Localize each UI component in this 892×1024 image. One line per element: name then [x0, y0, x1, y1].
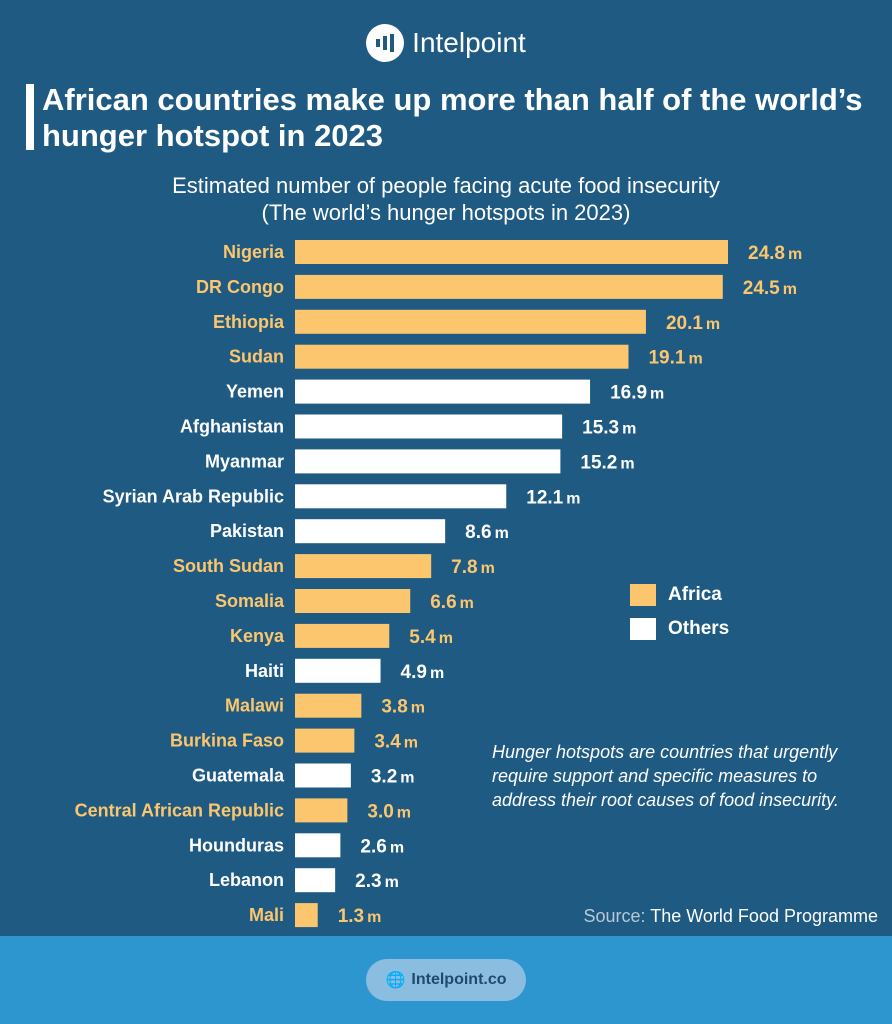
- bar-chart: Nigeria 24.8 m DR Congo 24.5 m Ethiopia 20.1 m Su…: [75, 240, 802, 928]
- bar: [295, 554, 432, 579]
- category-label: Burkina Faso: [170, 731, 284, 751]
- bar: [295, 868, 336, 893]
- bar: [295, 798, 348, 823]
- value-label: 2.6 m: [360, 836, 404, 857]
- bar: [295, 379, 591, 404]
- legend: Africa Others: [630, 584, 729, 652]
- category-label: Myanmar: [205, 451, 284, 471]
- bar: [295, 693, 362, 718]
- value-label: 7.8 m: [451, 557, 495, 578]
- headline: African countries make up more than half…: [42, 82, 863, 153]
- category-label: Somalia: [215, 591, 285, 611]
- globe-icon: 🌐: [385, 972, 406, 989]
- logo-icon: [366, 24, 405, 62]
- value-label: 6.6 m: [430, 592, 474, 613]
- value-label: 15.2 m: [580, 452, 634, 473]
- bar: [295, 519, 446, 544]
- category-label: Guatemala: [192, 766, 285, 786]
- bar: [295, 344, 629, 369]
- value-label: 12.1 m: [526, 487, 580, 508]
- bar: [295, 903, 318, 928]
- chart-subtitle: (The world’s hunger hotspots in 2023): [261, 200, 631, 225]
- chart-title-block: Estimated number of people facing acute …: [0, 172, 892, 226]
- value-label: 20.1 m: [666, 313, 720, 334]
- category-label: Ethiopia: [213, 312, 285, 332]
- value-label: 8.6 m: [465, 522, 509, 543]
- brand-logo: Intelpoint: [0, 24, 892, 62]
- category-label: Mali: [249, 905, 284, 925]
- bar: [295, 484, 507, 509]
- category-label: DR Congo: [196, 277, 284, 297]
- category-label: Hounduras: [189, 835, 284, 855]
- bar: [295, 449, 561, 474]
- bar: [295, 414, 563, 439]
- value-label: 3.8 m: [381, 697, 425, 718]
- value-label: 16.9 m: [610, 383, 664, 404]
- bar: [295, 309, 646, 334]
- value-label: 3.4 m: [374, 732, 418, 753]
- value-label: 24.5 m: [743, 278, 797, 299]
- category-label: Syrian Arab Republic: [103, 486, 284, 506]
- bar: [295, 763, 351, 788]
- value-label: 19.1 m: [648, 348, 702, 369]
- bar: [295, 589, 411, 613]
- bar: [295, 658, 381, 683]
- legend-item-others: Others: [630, 618, 729, 640]
- category-label: Kenya: [230, 626, 285, 646]
- category-label: Sudan: [229, 347, 284, 367]
- legend-swatch: [630, 618, 656, 640]
- source: Source: The World Food Programme: [583, 906, 878, 926]
- legend-swatch: [630, 584, 656, 606]
- value-label: 4.9 m: [401, 662, 445, 683]
- value-label: 3.2 m: [371, 767, 415, 788]
- legend-item-africa: Africa: [630, 584, 729, 606]
- bar: [295, 623, 390, 648]
- value-label: 5.4 m: [409, 627, 453, 648]
- category-label: Afghanistan: [180, 417, 284, 437]
- value-label: 15.3 m: [582, 418, 636, 439]
- category-label: Central African Republic: [75, 800, 284, 820]
- value-label: 2.3 m: [355, 871, 399, 892]
- value-label: 3.0 m: [367, 801, 411, 822]
- title-accent-bar: [26, 84, 34, 150]
- category-label: Malawi: [225, 696, 284, 716]
- note: Hunger hotspots are countries that urgen…: [492, 742, 839, 810]
- website-link[interactable]: 🌐 Intelpoint.co: [366, 959, 526, 1001]
- category-label: Haiti: [245, 661, 284, 681]
- chart-title: Estimated number of people facing acute …: [172, 173, 720, 198]
- brand-name: Intelpoint: [412, 27, 526, 58]
- bar: [295, 274, 723, 299]
- category-label: Yemen: [226, 382, 284, 402]
- category-label: Nigeria: [223, 242, 285, 262]
- value-label: 24.8 m: [748, 243, 802, 264]
- category-label: Lebanon: [209, 870, 284, 890]
- category-label: Pakistan: [210, 521, 284, 541]
- value-label: 1.3 m: [338, 906, 382, 927]
- bar: [295, 833, 341, 858]
- category-label: South Sudan: [173, 556, 284, 576]
- bar: [295, 240, 728, 264]
- bar: [295, 728, 355, 753]
